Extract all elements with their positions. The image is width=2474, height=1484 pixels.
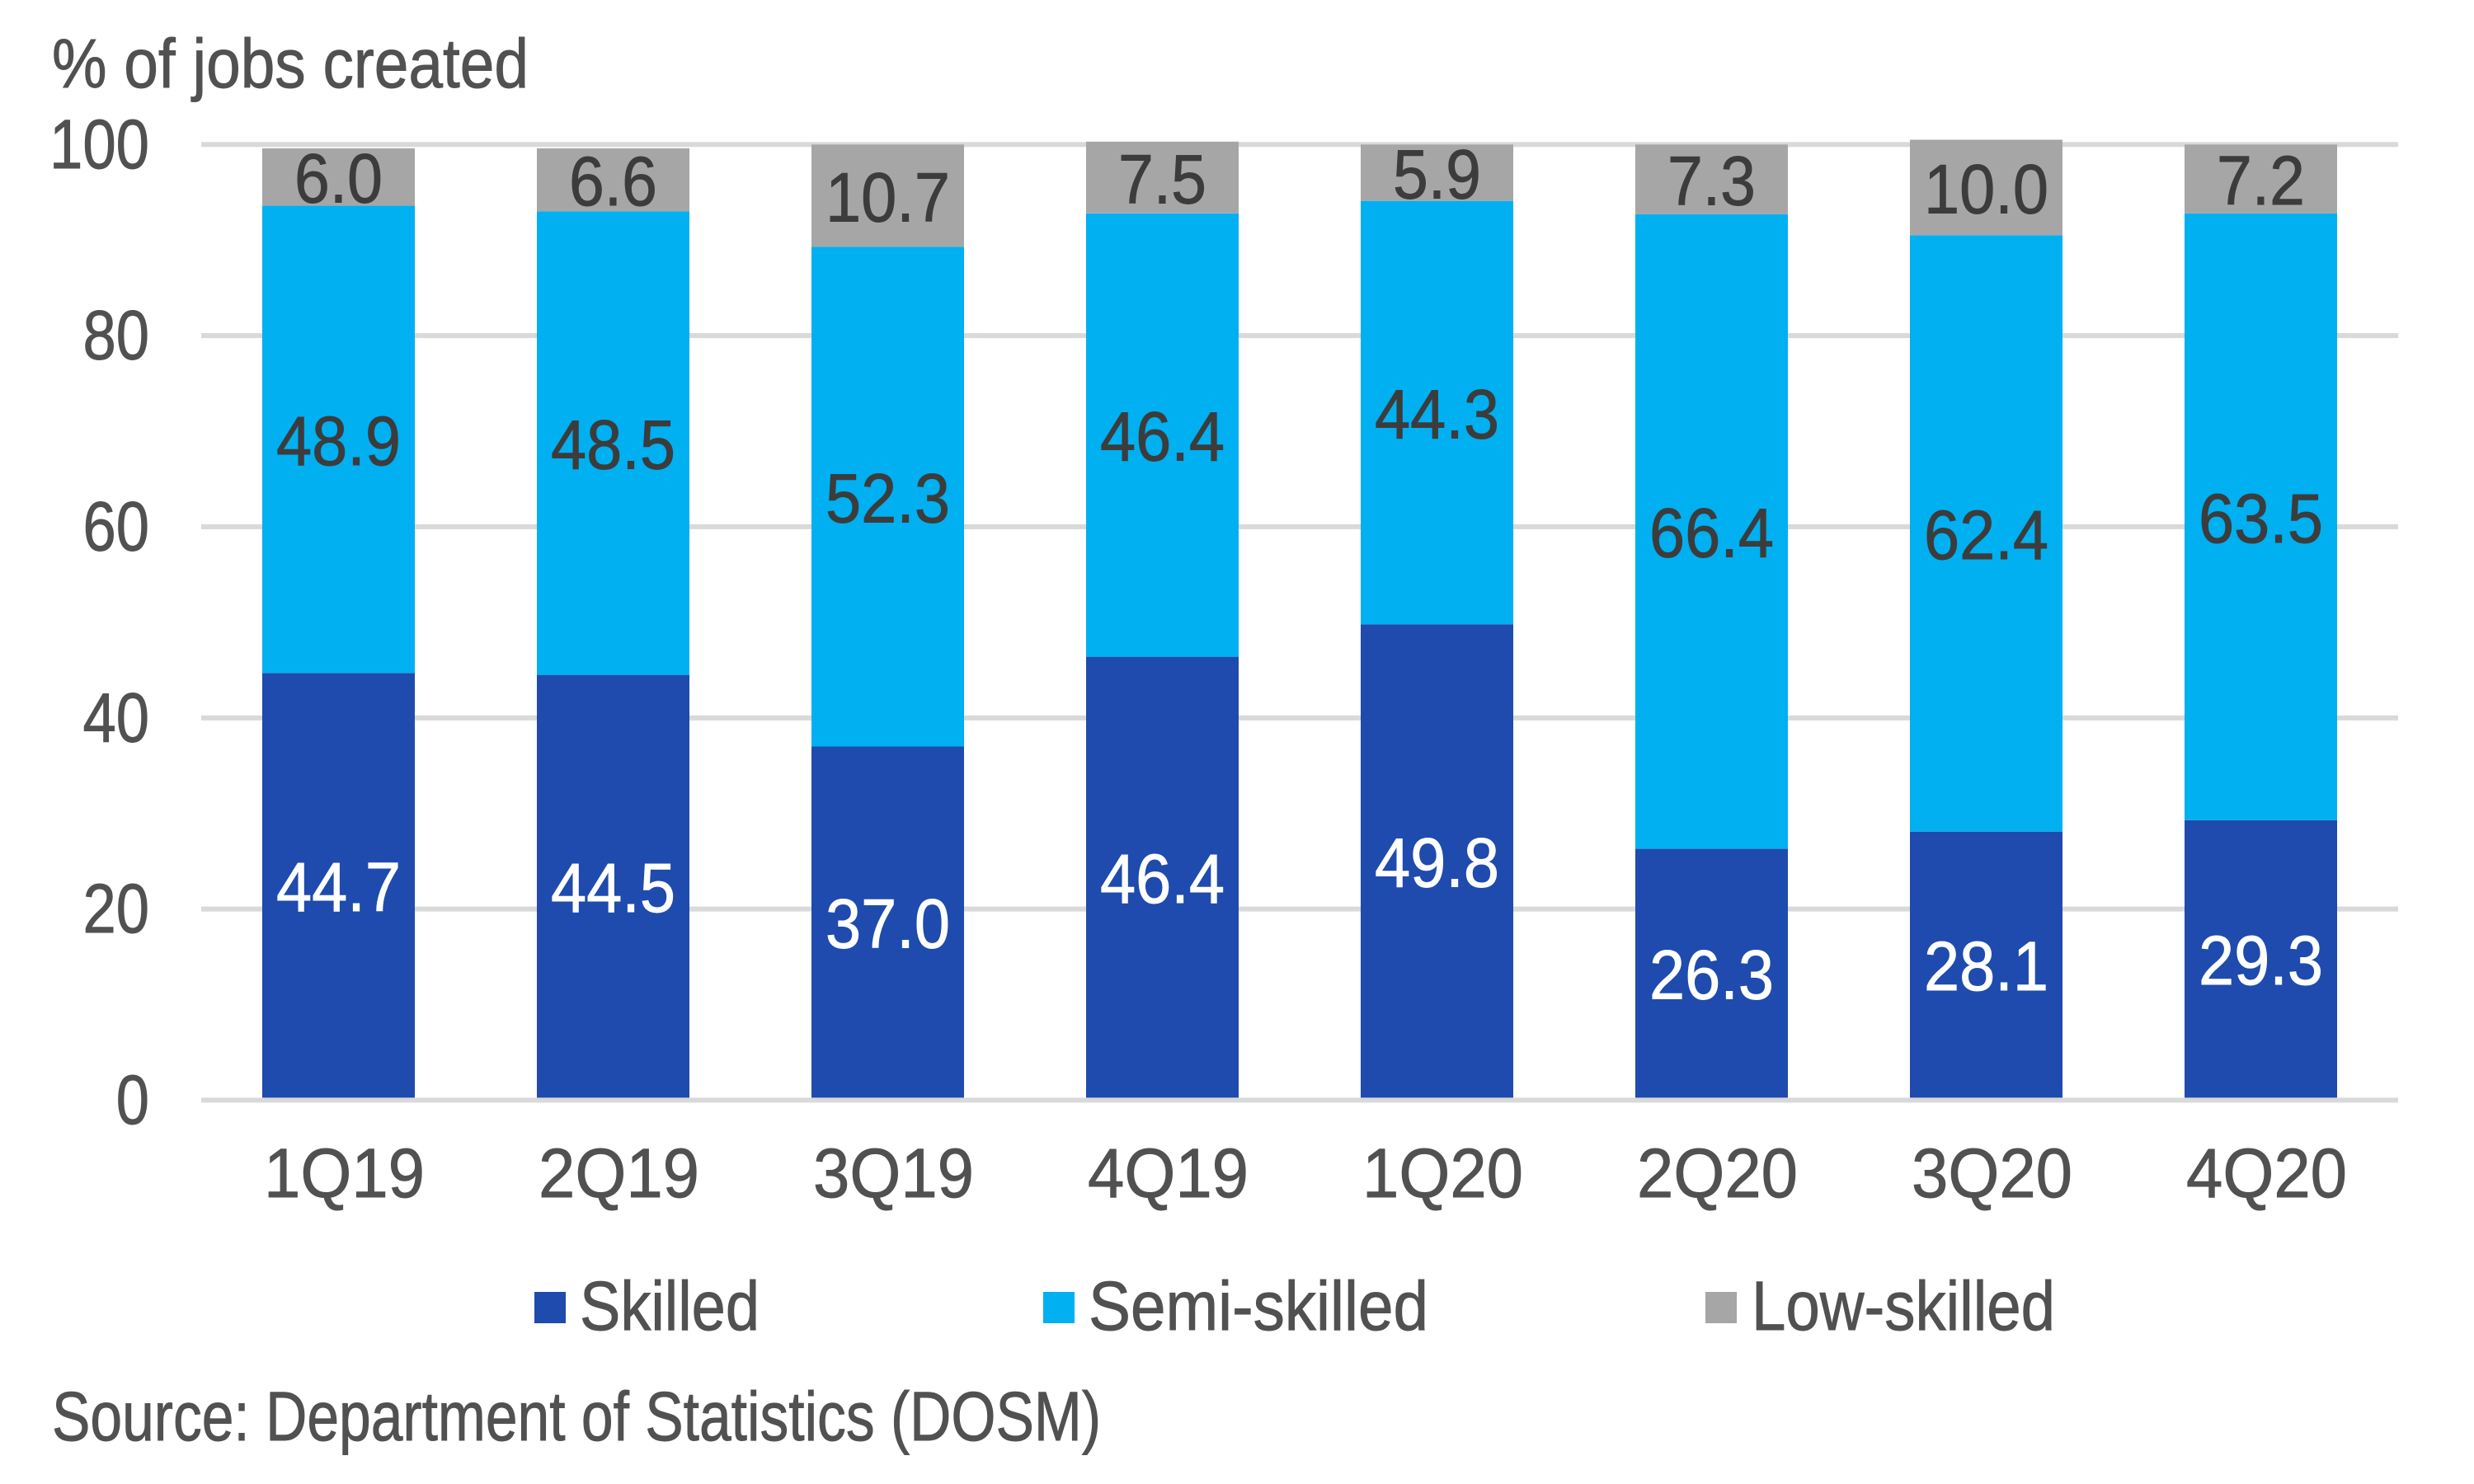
svg-text:3Q19: 3Q19 [813, 1134, 974, 1212]
svg-text:6.0: 6.0 [294, 140, 383, 218]
svg-text:40: 40 [83, 679, 150, 756]
svg-text:20: 20 [83, 870, 150, 947]
svg-text:7.2: 7.2 [2217, 142, 2305, 219]
svg-text:Semi-skilled: Semi-skilled [1089, 1267, 1428, 1345]
svg-text:1Q19: 1Q19 [264, 1134, 425, 1212]
svg-text:2Q20: 2Q20 [1637, 1134, 1798, 1212]
svg-text:63.5: 63.5 [2199, 480, 2323, 557]
svg-text:37.0: 37.0 [825, 885, 950, 963]
svg-text:4Q19: 4Q19 [1088, 1134, 1249, 1212]
svg-text:49.8: 49.8 [1375, 824, 1499, 901]
svg-text:6.6: 6.6 [569, 143, 657, 220]
svg-text:48.9: 48.9 [276, 402, 401, 480]
svg-text:4Q20: 4Q20 [2186, 1134, 2347, 1212]
svg-text:52.3: 52.3 [825, 459, 950, 537]
svg-text:44.3: 44.3 [1375, 375, 1499, 453]
svg-text:44.7: 44.7 [276, 848, 401, 926]
svg-text:2Q19: 2Q19 [539, 1134, 699, 1212]
svg-text:62.4: 62.4 [1924, 496, 2048, 574]
svg-text:28.1: 28.1 [1924, 928, 2048, 1005]
svg-text:7.5: 7.5 [1118, 140, 1206, 218]
svg-text:48.5: 48.5 [551, 406, 675, 484]
svg-text:44.5: 44.5 [551, 849, 675, 927]
svg-text:0: 0 [116, 1061, 149, 1139]
svg-text:Low-skilled: Low-skilled [1752, 1267, 2055, 1345]
svg-text:7.3: 7.3 [1667, 143, 1756, 220]
svg-text:1Q20: 1Q20 [1362, 1134, 1523, 1212]
svg-text:% of jobs created: % of jobs created [52, 25, 529, 102]
svg-text:46.4: 46.4 [1100, 840, 1225, 918]
svg-text:80: 80 [83, 297, 150, 374]
svg-text:100: 100 [49, 106, 149, 183]
svg-text:10.7: 10.7 [825, 158, 950, 236]
svg-text:29.3: 29.3 [2199, 922, 2323, 999]
svg-text:3Q20: 3Q20 [1912, 1134, 2072, 1212]
svg-text:5.9: 5.9 [1393, 136, 1481, 214]
svg-text:66.4: 66.4 [1649, 495, 1774, 572]
svg-text:Source: Department of Statisti: Source: Department of Statistics (DOSM) [52, 1378, 1101, 1455]
svg-text:60: 60 [83, 488, 150, 566]
svg-text:Skilled: Skilled [580, 1267, 760, 1345]
svg-text:46.4: 46.4 [1100, 398, 1225, 476]
svg-text:10.0: 10.0 [1924, 151, 2048, 228]
svg-text:26.3: 26.3 [1649, 937, 1774, 1014]
